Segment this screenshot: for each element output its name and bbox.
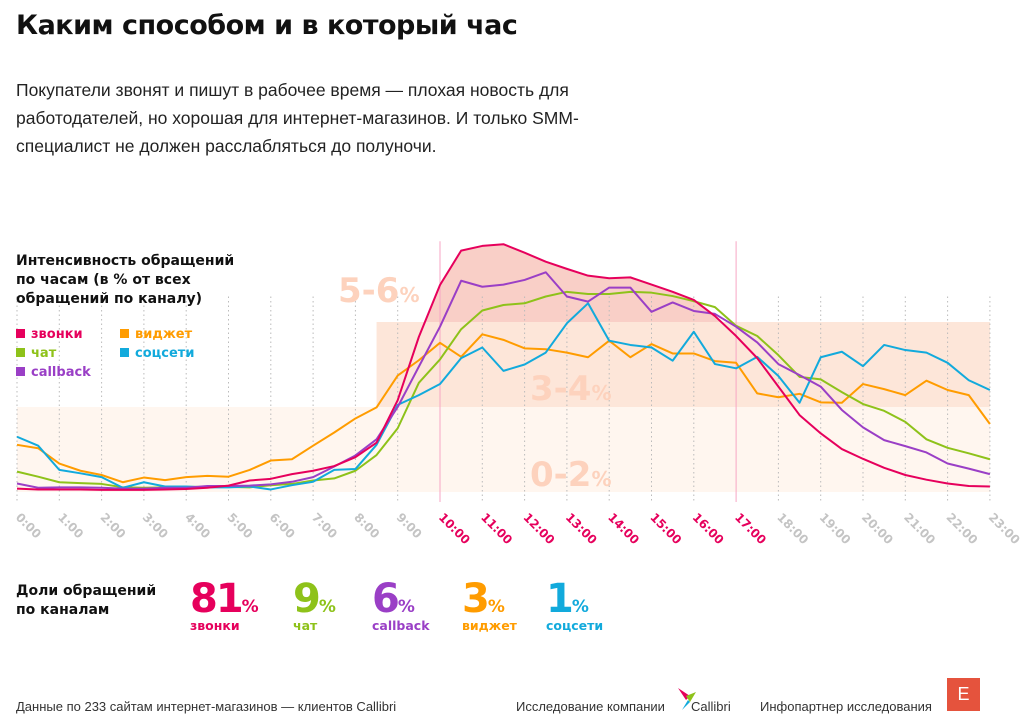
share-label: callback (372, 618, 430, 633)
page-title: Каким способом и в который час (16, 10, 518, 41)
x-tick-label: 6:00 (267, 510, 298, 541)
series-line-callback (16, 271, 991, 490)
x-tick-label: 20:00 (859, 510, 896, 547)
x-tick-label: 18:00 (774, 510, 811, 547)
share-value: 1 (546, 576, 574, 622)
lead-paragraph: Покупатели звонят и пишут в рабочее врем… (16, 80, 579, 156)
band-label: 5-6% (338, 271, 419, 311)
x-tick-label: 10:00 (436, 510, 473, 547)
share-value: 6 (372, 576, 400, 622)
legend-label: виджет (135, 327, 193, 342)
x-tick-label: 23:00 (986, 510, 1023, 547)
share-unit: % (241, 597, 259, 617)
legend-label: звонки (31, 327, 83, 342)
band-3-4 (376, 322, 990, 407)
legend-swatch (16, 348, 25, 357)
legend-label: чат (31, 346, 57, 361)
legend-item: виджет (120, 327, 192, 342)
series-line-звонки (16, 243, 990, 491)
legend-item: чат (16, 346, 56, 361)
callibri-bird-logo-icon (678, 688, 696, 714)
callibri-logo: Callibri (691, 699, 731, 714)
share-value: 3 (462, 576, 490, 622)
x-tick-label: 15:00 (647, 510, 684, 547)
legend-item: callback (16, 365, 91, 380)
share-label: виджет (462, 618, 517, 633)
chart-title: Интенсивность обращений по часам (в % от… (16, 253, 235, 307)
share-value: 9 (293, 576, 321, 622)
shares-title: Доли обращений по каналам (16, 583, 157, 618)
legend-swatch (16, 367, 25, 376)
x-tick-label: 2:00 (97, 510, 128, 541)
legend-swatch (120, 329, 129, 338)
share-unit: % (571, 597, 589, 617)
share-item: 6% callback (372, 578, 430, 633)
legend-swatch (16, 329, 25, 338)
series-line-виджет (16, 333, 991, 484)
legend-swatch (120, 348, 129, 357)
band-5-6-area (424, 244, 722, 322)
share-label: соцсети (546, 618, 604, 633)
x-tick-label: 8:00 (351, 510, 382, 541)
x-tick-label: 17:00 (732, 510, 769, 547)
series-line-соцсети (16, 302, 991, 491)
share-unit: % (487, 597, 505, 617)
line-chart: 0-2%3-4%5-6% 0:00 1:00 2:00 3:00 4:00 5:00 6:0… (13, 241, 1023, 547)
x-tick-label: 3:00 (140, 510, 171, 541)
x-tick-label: 21:00 (901, 510, 938, 547)
research-by-label: Исследование компании (516, 699, 665, 714)
partner-label: Инфопартнер исследования (760, 699, 932, 714)
x-tick-label: 12:00 (520, 510, 557, 547)
share-item: 81% звонки (190, 578, 259, 633)
legend-label: соцсети (135, 346, 195, 361)
share-label: чат (293, 618, 318, 633)
x-tick-label: 13:00 (563, 510, 600, 547)
x-tick-label: 7:00 (309, 510, 340, 541)
share-item: 1% соцсети (546, 578, 603, 633)
x-tick-label: 9:00 (394, 510, 425, 541)
legend-item: соцсети (120, 346, 194, 361)
x-tick-label: 22:00 (943, 510, 980, 547)
x-tick-label: 5:00 (224, 510, 255, 541)
share-label: звонки (190, 618, 240, 633)
share-item: 9% чат (293, 578, 336, 633)
x-tick-label: 16:00 (690, 510, 727, 547)
source-note: Данные по 233 сайтам интернет-магазинов … (16, 699, 397, 714)
x-tick-label: 14:00 (605, 510, 642, 547)
legend-label: callback (31, 365, 91, 380)
x-tick-label: 11:00 (478, 510, 515, 547)
legend-item: звонки (16, 327, 83, 342)
share-item: 3% виджет (462, 578, 517, 633)
x-tick-label: 4:00 (182, 510, 213, 541)
x-tick-label: 1:00 (55, 510, 86, 541)
x-tick-label: 0:00 (13, 510, 44, 541)
share-unit: % (318, 597, 336, 617)
share-unit: % (397, 597, 415, 617)
share-value: 81 (190, 576, 244, 622)
x-tick-label: 19:00 (817, 510, 854, 547)
partner-logo: E (947, 678, 980, 711)
